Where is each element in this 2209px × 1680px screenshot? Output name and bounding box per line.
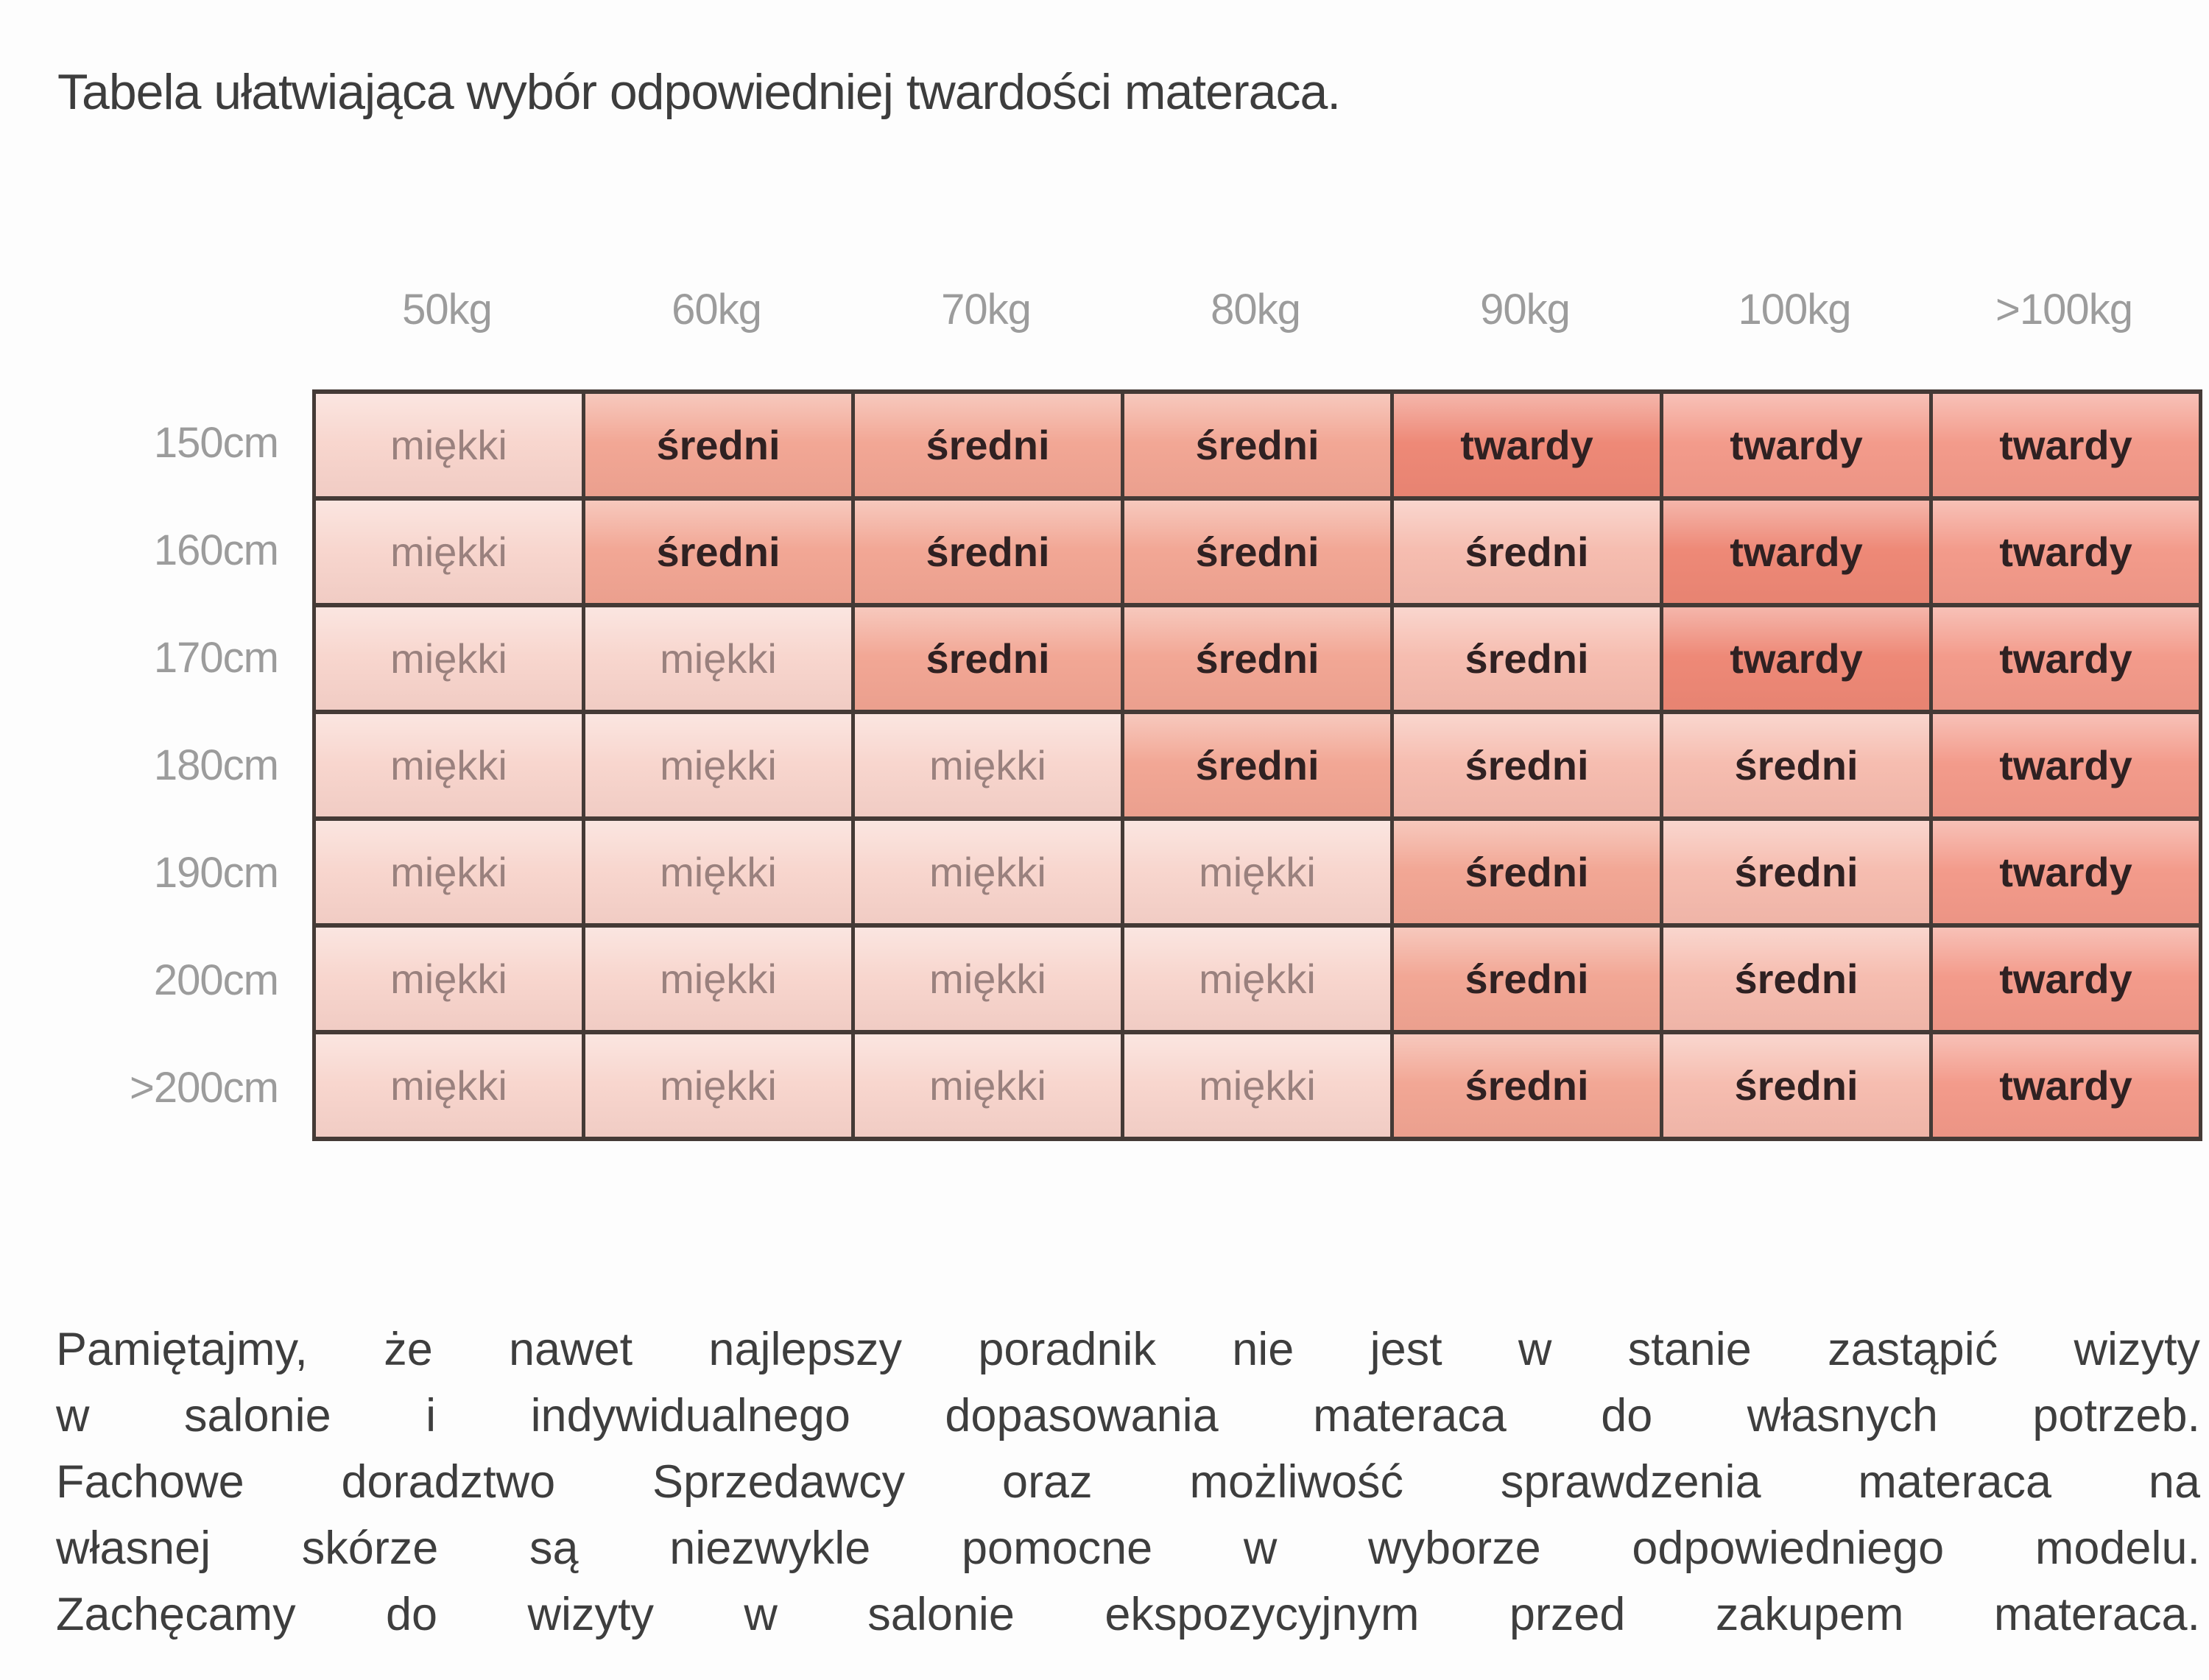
table-cell-150cm->100kg: twardy [1933,394,2202,501]
footer-line: w salonie i indywidualnego dopasowania m… [56,1390,2200,1441]
table-cell-150cm-100kg: twardy [1663,394,1933,501]
table-cell-170cm->100kg: twardy [1933,607,2202,714]
firmness-table: miękki średni średni średni twardy twardy twar… [312,389,2202,1141]
table-cell-150cm-60kg: średni [585,394,855,501]
col-header-100kg: 100kg [1738,285,1851,333]
col-header->100kg: >100kg [1995,285,2133,333]
table-cell->200cm-60kg: miękki [585,1034,855,1141]
table-cell->200cm-100kg: średni [1663,1034,1933,1141]
table-cell->200cm-50kg: miękki [316,1034,585,1141]
table-cell-200cm-60kg: miękki [585,928,855,1034]
col-header-90kg: 90kg [1480,285,1571,333]
row-header-150cm: 150cm [153,419,279,467]
table-cell-160cm->100kg: twardy [1933,501,2202,607]
table-cell-180cm-50kg: miękki [316,714,585,821]
table-cell-170cm-50kg: miękki [316,607,585,714]
footer-paragraph: Pamiętajmy, że nawet najlepszy poradnik … [56,1316,2200,1648]
col-header-60kg: 60kg [672,285,762,333]
table-cell-160cm-60kg: średni [585,501,855,607]
table-cell-190cm-100kg: średni [1663,821,1933,928]
table-cell-170cm-70kg: średni [855,607,1124,714]
row-headers: 150cm 160cm 170cm 180cm 190cm 200cm >200cm [29,389,289,1141]
table-cell-190cm-60kg: miękki [585,821,855,928]
row-header-160cm: 160cm [153,526,279,575]
row-header-200cm: 200cm [153,956,279,1004]
table-cell-180cm-100kg: średni [1663,714,1933,821]
table-cell->200cm-90kg: średni [1394,1034,1663,1141]
table-cell-200cm-50kg: miękki [316,928,585,1034]
table-cell-200cm-80kg: miękki [1124,928,1394,1034]
table-cell->200cm-70kg: miękki [855,1034,1124,1141]
table-cell-190cm-90kg: średni [1394,821,1663,928]
col-header-70kg: 70kg [941,285,1032,333]
table-cell-150cm-90kg: twardy [1394,394,1663,501]
table-cell-180cm->100kg: twardy [1933,714,2202,821]
footer-line: Pamiętajmy, że nawet najlepszy poradnik … [56,1324,2200,1375]
footer-line: własnej skórze są niezwykle pomocne w wy… [56,1522,2200,1574]
row-header->200cm: >200cm [130,1063,279,1112]
table-cell-160cm-100kg: twardy [1663,501,1933,607]
table-cell-150cm-70kg: średni [855,394,1124,501]
table-cell-170cm-80kg: średni [1124,607,1394,714]
table-cell-160cm-50kg: miękki [316,501,585,607]
table-cell-170cm-90kg: średni [1394,607,1663,714]
row-header-180cm: 180cm [153,741,279,789]
table-cell-160cm-70kg: średni [855,501,1124,607]
table-cell-190cm-70kg: miękki [855,821,1124,928]
col-header-50kg: 50kg [402,285,493,333]
table-cell-180cm-60kg: miękki [585,714,855,821]
table-cell-170cm-100kg: twardy [1663,607,1933,714]
table-cell-200cm->100kg: twardy [1933,928,2202,1034]
row-header-170cm: 170cm [153,634,279,682]
table-cell-180cm-90kg: średni [1394,714,1663,821]
table-cell-190cm-80kg: miękki [1124,821,1394,928]
table-cell-200cm-100kg: średni [1663,928,1933,1034]
table-cell-200cm-90kg: średni [1394,928,1663,1034]
table-cell-200cm-70kg: miękki [855,928,1124,1034]
table-cell-160cm-80kg: średni [1124,501,1394,607]
table-cell->200cm-80kg: miękki [1124,1034,1394,1141]
table-cell-150cm-50kg: miękki [316,394,585,501]
table-cell-180cm-80kg: średni [1124,714,1394,821]
table-cell-190cm-50kg: miękki [316,821,585,928]
row-header-190cm: 190cm [153,848,279,897]
footer-line: Fachowe doradztwo Sprzedawcy oraz możliw… [56,1456,2200,1508]
table-cell-190cm->100kg: twardy [1933,821,2202,928]
column-headers: 50kg 60kg 70kg 80kg 90kg 100kg >100kg [312,278,2199,340]
col-header-80kg: 80kg [1211,285,1301,333]
page-title: Tabela ułatwiająca wybór odpowiedniej tw… [57,64,1341,120]
table-cell-170cm-60kg: miękki [585,607,855,714]
table-cell-150cm-80kg: średni [1124,394,1394,501]
table-cell->200cm->100kg: twardy [1933,1034,2202,1141]
table-cell-180cm-70kg: miękki [855,714,1124,821]
footer-line: Zachęcamy do wizyty w salonie ekspozycyj… [56,1589,2200,1640]
table-cell-160cm-90kg: średni [1394,501,1663,607]
